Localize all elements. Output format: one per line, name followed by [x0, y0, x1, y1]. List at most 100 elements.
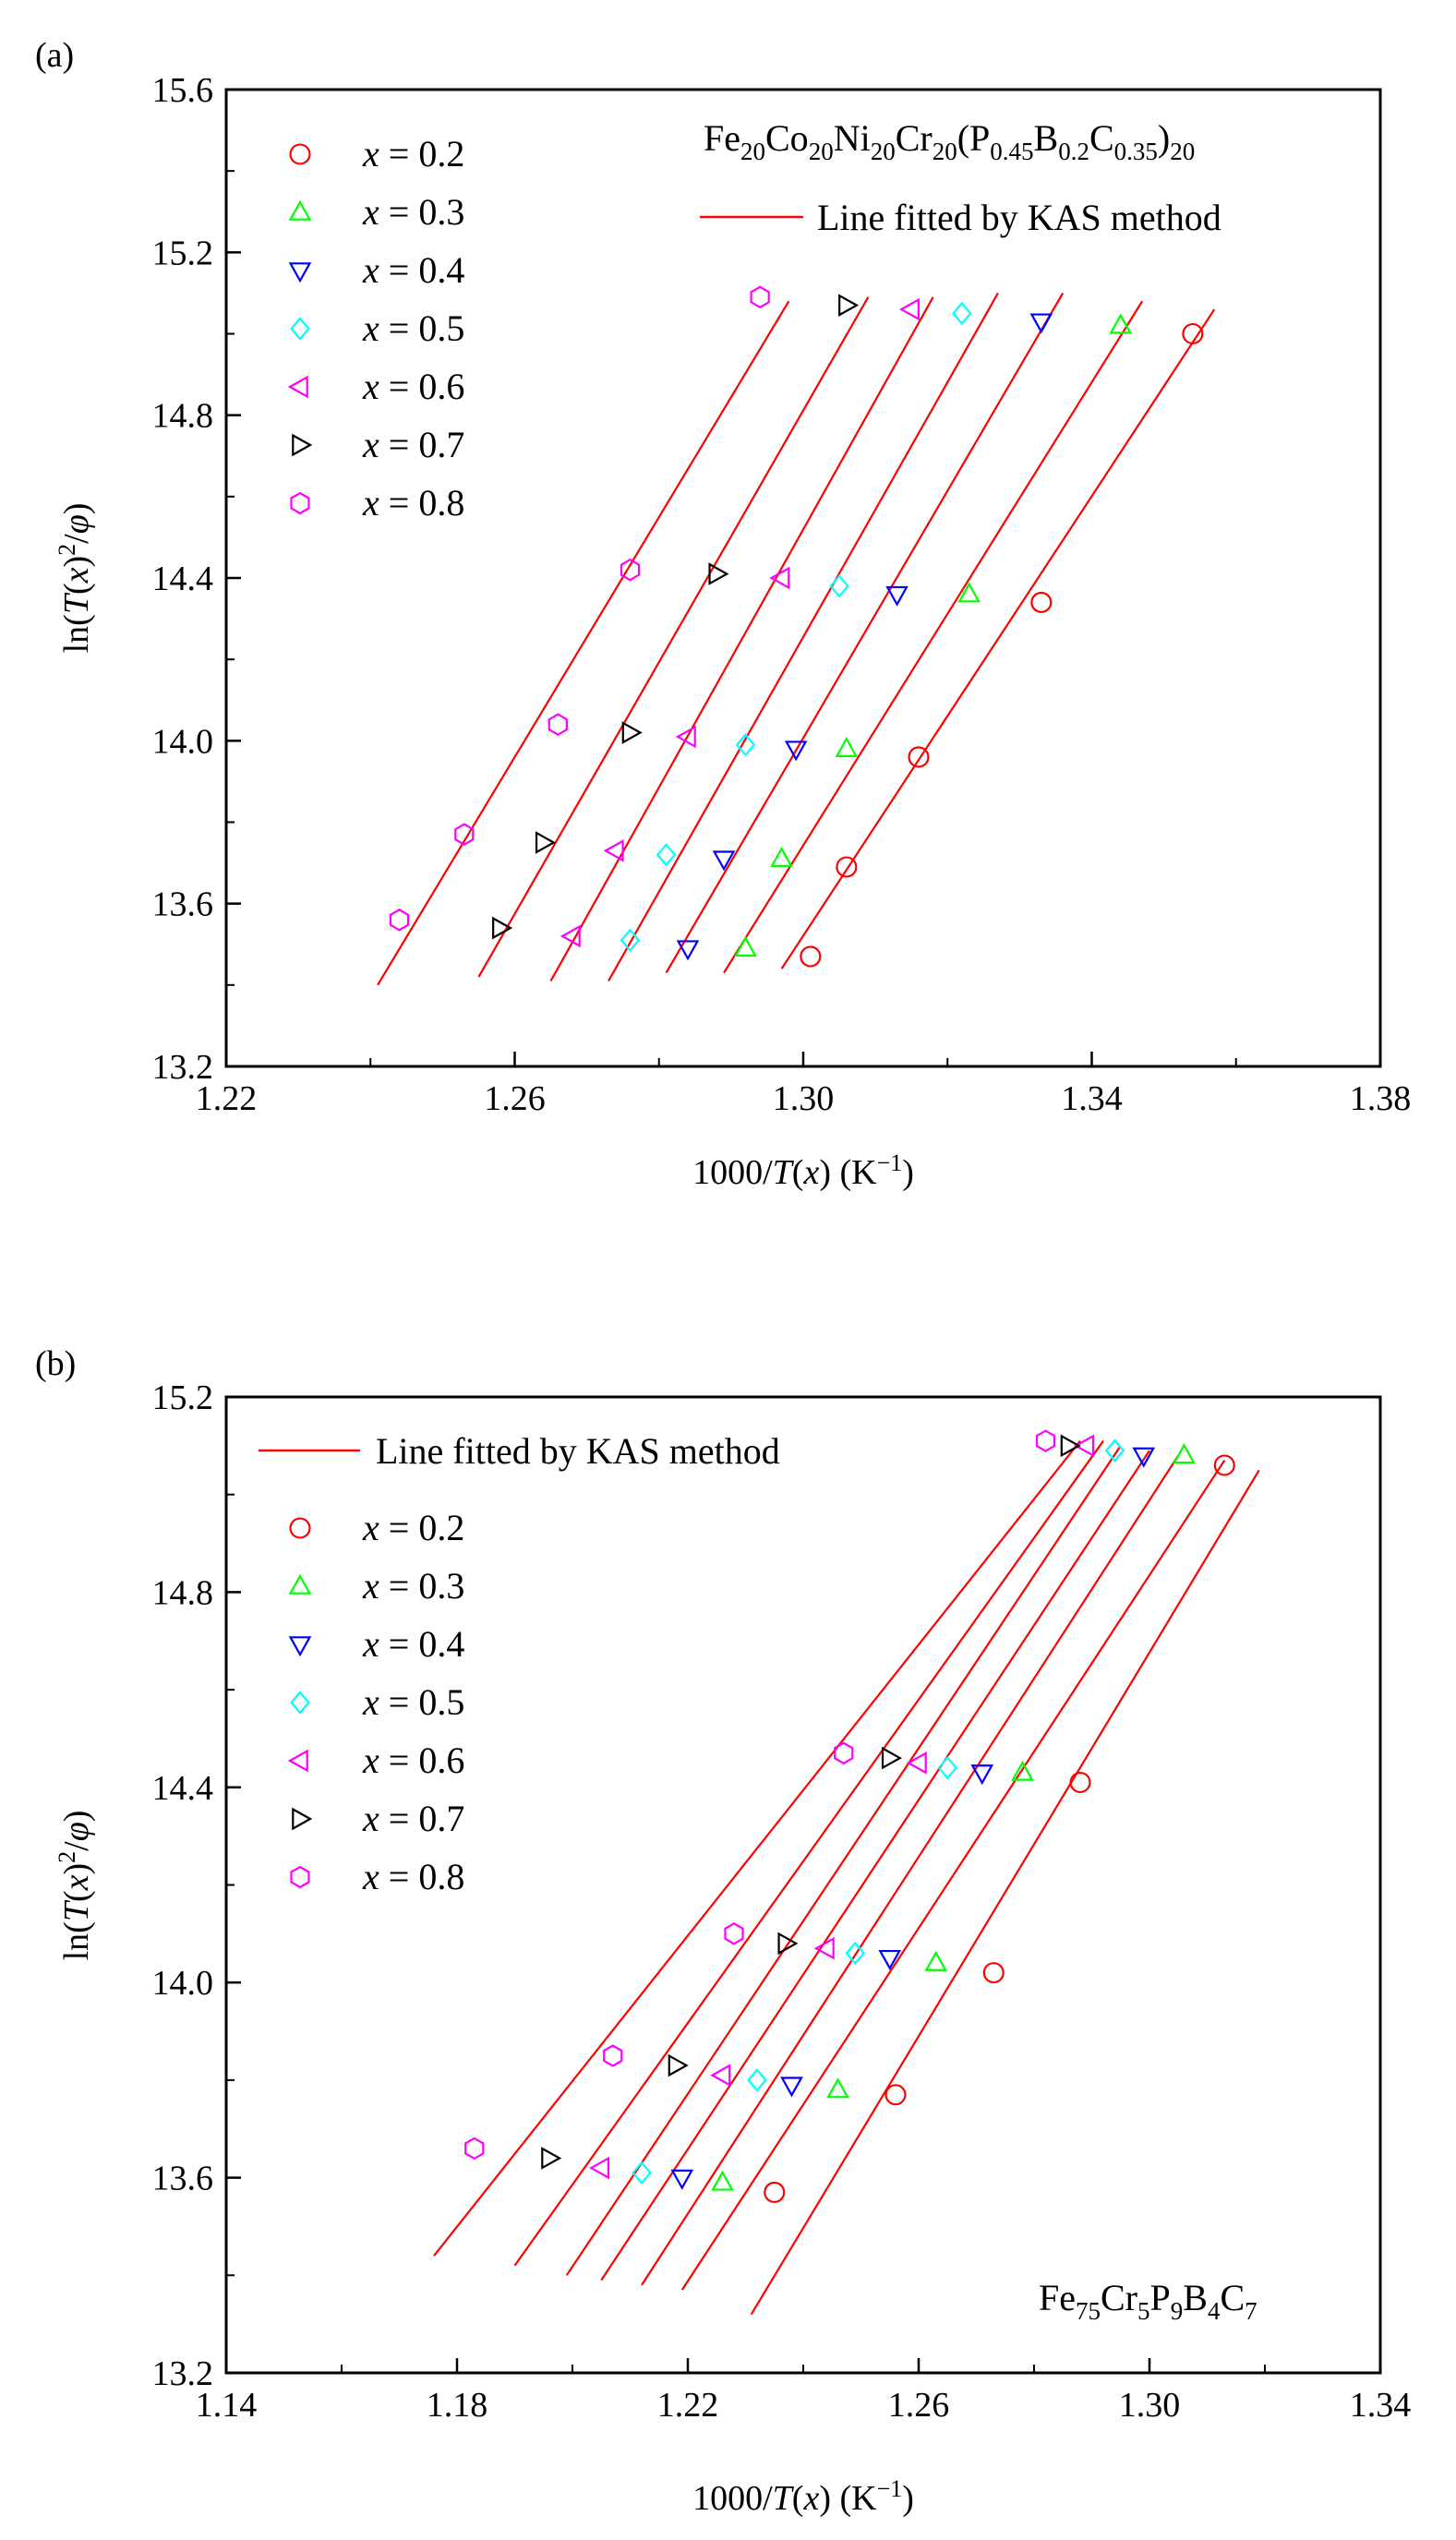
panel-a-y-tick-label: 13.6 [152, 885, 214, 924]
panel-a-legend-marker [290, 317, 310, 341]
panel-b-x-tick-label: 1.14 [196, 2386, 258, 2425]
panel-b-x-tick-label: 1.18 [427, 2386, 488, 2425]
panel-a-y-tick-label: 14.0 [152, 722, 214, 761]
panel-b-data-point [588, 2156, 610, 2180]
panel-b-data-point [878, 1949, 902, 1971]
panel-a-legend-marker [290, 491, 310, 515]
panel-b-legend-label: x = 0.3 [362, 1565, 464, 1607]
panel-b-data-point [924, 1950, 948, 1971]
panel-b-x-tick-label: 1.22 [657, 2386, 719, 2425]
panel-b-data-point [1104, 1439, 1125, 1463]
panel-b-fit-line [513, 1439, 1104, 2267]
panel-a-fit-line [723, 300, 1144, 974]
panel-a-data-point [389, 909, 410, 932]
panel-a-y-tick-label: 15.2 [152, 234, 214, 272]
panel-b-fit-line [600, 1450, 1150, 2281]
panel-a-data-point [535, 831, 557, 854]
panel-a-legend-marker [288, 262, 312, 283]
panel-b-y-tick-label: 14.4 [152, 1769, 214, 1808]
panel-b-data-point [711, 2170, 734, 2191]
panel-b-y-tick-label: 13.6 [152, 2160, 214, 2198]
panel-a-data-point [676, 940, 700, 961]
panel-b-legend-label: x = 0.7 [362, 1798, 464, 1839]
panel-a-x-tick-label: 1.22 [196, 1079, 258, 1118]
panel-b-y-tick-label: 13.2 [152, 2354, 214, 2393]
panel-b-legend-marker [287, 1749, 308, 1773]
panel-b-legend-marker [288, 1573, 312, 1595]
panel-b-legend-marker [292, 1807, 313, 1831]
panel-a-y-tick-label: 14.8 [152, 397, 214, 436]
panel-b-data-point [1035, 1429, 1056, 1452]
panel-a: (a) 1.22 1.26 1.30 1.34 1.38 13.2 13.6 14.0 14.4… [35, 36, 1411, 1192]
panel-a-data-point [712, 850, 736, 872]
panel-b-legend-marker [289, 1517, 311, 1539]
panel-a-legend-marker [287, 375, 308, 399]
panel-a-data-point [454, 823, 475, 846]
panel-a-x-tick-label: 1.26 [484, 1079, 546, 1118]
panel-b-alloy-title: Fe75Cr5P9B4C7 [1039, 2277, 1257, 2325]
panel-b-legend-label: x = 0.4 [362, 1623, 464, 1665]
panel-a-data-point [620, 558, 641, 582]
panel-a-legend-label: x = 0.4 [362, 249, 464, 291]
panel-a-data-point [885, 585, 908, 607]
panel-b-data-point [464, 2137, 485, 2161]
panel-b-data-point [1132, 1447, 1156, 1468]
panel-a-data-point [1030, 591, 1053, 613]
panel-a-alloy-title: Fe20Co20Ni20Cr20(P0.45B0.2C0.35)20 [704, 117, 1195, 165]
panel-a-data-point [800, 945, 822, 968]
panel-a-label: (a) [35, 36, 74, 75]
panel-b-data-point [668, 2053, 689, 2077]
panel-b-ticks: 1.14 1.18 1.22 1.26 1.30 1.34 13.2 13.6 14.0 14.4… [152, 1378, 1412, 2425]
panel-b-x-tick-label: 1.34 [1350, 2386, 1412, 2425]
panel-a-x-tick-label: 1.38 [1350, 1079, 1412, 1118]
panel-a-fit-line [780, 308, 1216, 969]
panel-b-y-axis-label: ln(T(x)2/φ) [54, 1811, 96, 1961]
panel-b-x-tick-label: 1.30 [1119, 2386, 1181, 2425]
panel-a-x-tick-label: 1.30 [773, 1079, 835, 1118]
panel-b-legend-marker [290, 1865, 310, 1889]
panel-b-data-point [845, 1941, 866, 1966]
panel-b-data-points [464, 1429, 1235, 2204]
panel-a-data-point [784, 740, 808, 762]
panel-a-data-point [560, 924, 581, 948]
panel-a-data-point [836, 856, 858, 878]
panel-a-data-point [492, 916, 513, 940]
panel-a-fit-lines [377, 292, 1216, 986]
panel-b-fit-line [565, 1445, 1122, 2276]
panel-b-legend-label: x = 0.2 [362, 1507, 464, 1548]
panel-b-data-point [813, 1936, 835, 1960]
panel-a-data-point [838, 294, 860, 317]
panel-a-data-point [952, 301, 972, 326]
panel-a-y-tick-label: 13.2 [152, 1048, 214, 1087]
panel-b-fit-lines [433, 1439, 1260, 2316]
panel-a-data-point [603, 839, 624, 862]
panel-b-fit-line [680, 1460, 1226, 2291]
panel-b-data-point [1011, 1760, 1034, 1781]
panel-b-data-point [632, 2161, 652, 2185]
panel-b-data-point [1073, 1434, 1095, 1458]
panel-b-data-point [826, 2077, 849, 2099]
panel-b-fit-legend-label: Line fitted by KAS method [376, 1430, 780, 1472]
panel-a-x-axis-label: 1000/T(x) (K−1) [692, 1150, 914, 1192]
panel-a-legend: x = 0.2 x = 0.3 x = 0.4 x = 0.5 x = 0.6 x = 0… [287, 133, 464, 524]
panel-a-data-point [620, 928, 641, 953]
panel-b-data-point [906, 1752, 927, 1775]
panel-a-fit-line [377, 300, 790, 986]
panel-b-data-point [603, 2044, 623, 2067]
panel-a-data-point [835, 736, 859, 757]
panel-a-data-point [898, 297, 920, 321]
panel-a-data-point [735, 733, 756, 757]
panel-b-data-point [724, 1922, 744, 1945]
panel-b-data-point [937, 1755, 958, 1780]
panel-a-fit-line [665, 292, 1065, 974]
panel-a-legend-label: x = 0.5 [362, 307, 464, 349]
panel-a-data-point [750, 285, 770, 309]
panel-a-data-point [656, 843, 677, 867]
panel-b-data-point [670, 2169, 694, 2190]
panel-b-y-tick-label: 14.8 [152, 1573, 214, 1612]
panel-a-legend-label: x = 0.8 [362, 482, 464, 524]
panel-b-data-point [1213, 1454, 1235, 1476]
panel-a-data-point [770, 846, 793, 867]
panel-a-legend-label: x = 0.2 [362, 133, 464, 175]
